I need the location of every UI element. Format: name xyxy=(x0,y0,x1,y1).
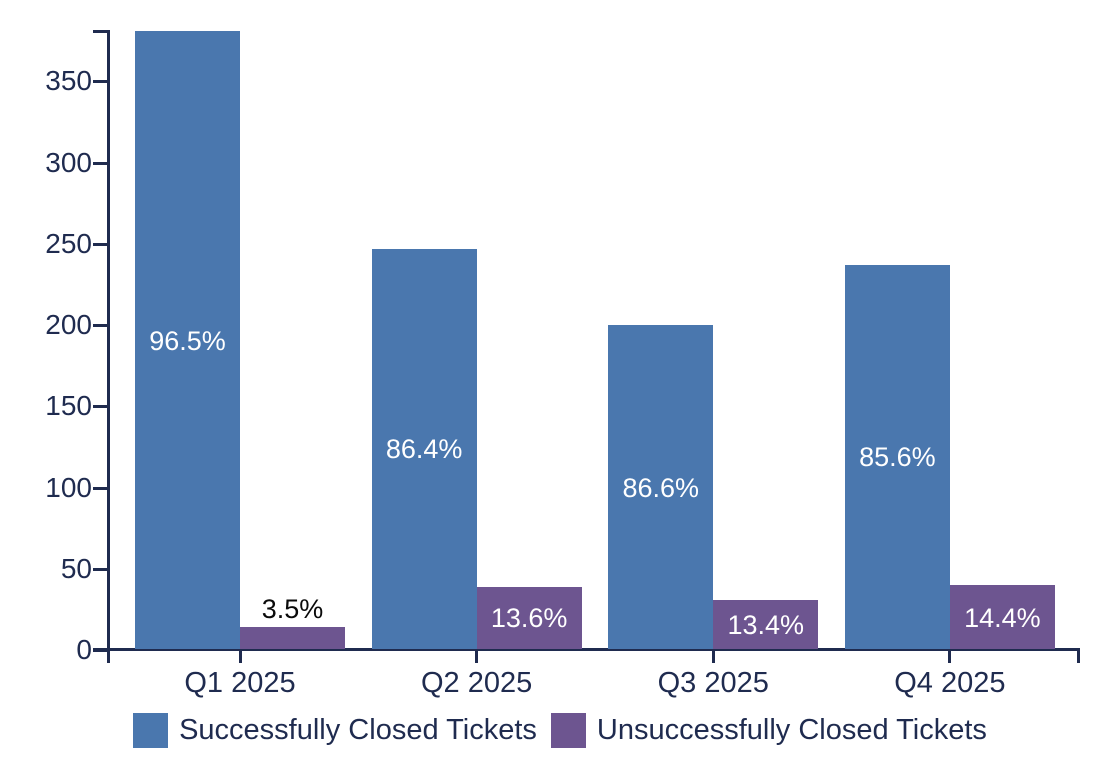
x-tick-label: Q2 2025 xyxy=(420,667,533,699)
y-axis-spine xyxy=(107,31,110,663)
x-tick-label: Q3 2025 xyxy=(657,667,769,699)
legend-item: Successfully Closed Tickets xyxy=(133,712,537,748)
bar-unsuccess xyxy=(949,585,1055,649)
bar-value-label: 85.6% xyxy=(859,442,936,473)
bar-value-label: 13.4% xyxy=(727,609,805,640)
x-tick-mark xyxy=(238,650,242,663)
y-tick-mark xyxy=(93,161,110,165)
bar-value-label: 96.5% xyxy=(149,325,226,356)
bar-value-label: 86.6% xyxy=(622,472,700,503)
y-tick-mark xyxy=(93,324,110,328)
y-tick-mark xyxy=(93,405,110,409)
legend-swatch xyxy=(550,712,586,748)
bar-success xyxy=(371,248,477,649)
bar-success xyxy=(844,264,950,649)
y-tick-mark xyxy=(93,80,110,84)
bar-success xyxy=(608,325,714,649)
y-tick-label: 50 xyxy=(60,552,92,584)
y-tick-label: 350 xyxy=(45,65,92,97)
y-axis-top-cap xyxy=(93,30,110,33)
bar-value-label: 13.6% xyxy=(490,603,568,634)
legend-label: Unsuccessfully Closed Tickets xyxy=(596,714,987,746)
x-axis-line xyxy=(93,648,1080,651)
x-tick-mark xyxy=(475,650,479,663)
y-tick-label: 100 xyxy=(45,471,92,503)
x-tick-label: Q4 2025 xyxy=(894,667,1006,699)
y-tick-mark xyxy=(93,242,110,246)
legend-swatch xyxy=(133,712,169,748)
bar-value-label: 3.5% xyxy=(261,594,324,625)
y-tick-label: 200 xyxy=(45,309,92,341)
y-tick-mark xyxy=(93,567,110,571)
y-tick-label: 150 xyxy=(45,390,92,422)
y-tick-mark xyxy=(93,649,110,652)
y-tick-label: 300 xyxy=(45,146,92,178)
legend-item: Unsuccessfully Closed Tickets xyxy=(550,712,987,748)
bar-unsuccess xyxy=(240,627,345,649)
x-tick-mark xyxy=(948,650,952,663)
x-tick-mark xyxy=(711,650,715,663)
bar-unsuccess xyxy=(713,599,819,649)
legend-label: Successfully Closed Tickets xyxy=(179,714,537,746)
x-axis-right-cap xyxy=(1077,648,1080,663)
bar-unsuccess xyxy=(476,586,582,649)
bar-success xyxy=(135,31,240,649)
chart-legend: Successfully Closed Tickets Unsuccessfull… xyxy=(0,712,1120,748)
y-tick-label: 250 xyxy=(45,227,92,259)
bar-value-label: 86.4% xyxy=(385,434,463,465)
y-tick-label: 0 xyxy=(76,634,92,665)
y-tick-mark xyxy=(93,486,110,490)
bar-value-label: 14.4% xyxy=(964,602,1041,633)
x-tick-label: Q1 2025 xyxy=(184,667,296,699)
